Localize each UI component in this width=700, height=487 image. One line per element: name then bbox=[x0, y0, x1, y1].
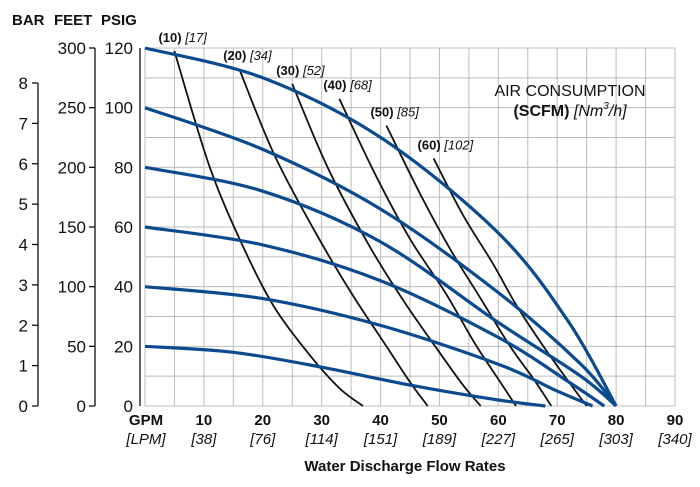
air-line-label-scfm: (40) bbox=[323, 78, 346, 93]
air-line-label: (60) [102] bbox=[418, 137, 474, 152]
x-tick-gpm: 20 bbox=[254, 412, 271, 429]
performance-curve bbox=[144, 285, 594, 408]
header-bar: BAR bbox=[12, 12, 45, 29]
air-line-label: (10) [17] bbox=[158, 30, 207, 45]
performance-curve bbox=[144, 106, 618, 408]
psig-tick-label: 80 bbox=[114, 158, 133, 177]
feet-tick-label: 250 bbox=[58, 99, 86, 118]
legend-line-2: (SCFM) [Nm3/h] bbox=[513, 101, 627, 120]
air-line-label-scfm: (10) bbox=[158, 30, 181, 45]
air-line-label: (50) [85] bbox=[370, 105, 419, 120]
performance-curve bbox=[144, 46, 618, 407]
bar-tick-label: 3 bbox=[19, 276, 28, 295]
air-line-label-nm3h: [68] bbox=[349, 78, 372, 93]
tick-labels: 0123456780501001502002503000204060801001… bbox=[19, 39, 693, 448]
legend-line-1: AIR CONSUMPTION bbox=[494, 83, 645, 100]
x-tick-lpm: [303] bbox=[598, 431, 633, 448]
legend-scfm: (SCFM) bbox=[513, 103, 569, 120]
air-line-label-scfm: (30) bbox=[276, 63, 299, 78]
x-tick-lpm: [227] bbox=[481, 431, 516, 448]
x-tick-lpm: [151] bbox=[363, 431, 398, 448]
legend: AIR CONSUMPTION (SCFM) [Nm3/h] bbox=[494, 83, 645, 120]
air-line-label-nm3h: [52] bbox=[302, 63, 325, 78]
x-axis-label: Water Discharge Flow Rates bbox=[304, 458, 505, 475]
x-tick-lpm: [38] bbox=[190, 431, 217, 448]
psig-tick-label: 20 bbox=[114, 337, 133, 356]
curves bbox=[144, 46, 618, 408]
x-tick-lpm: [114] bbox=[305, 431, 339, 448]
x-gpm-title: GPM bbox=[129, 412, 163, 429]
bar-tick-label: 0 bbox=[19, 397, 28, 416]
air-line-label: (40) [68] bbox=[323, 78, 372, 93]
header-psig: PSIG bbox=[101, 12, 137, 29]
air-line-label-nm3h: [85] bbox=[396, 105, 419, 120]
performance-curve bbox=[144, 225, 606, 408]
air-line-label-nm3h: [34] bbox=[249, 48, 272, 63]
psig-tick-label: 100 bbox=[105, 99, 133, 118]
performance-curve bbox=[144, 344, 546, 408]
grid-lines bbox=[144, 47, 676, 407]
air-consumption-labels: (10) [17] (20) [34] (30) [52](40) [68] (50)… bbox=[158, 30, 473, 152]
legend-nm-end: /h] bbox=[608, 103, 627, 120]
psig-tick-label: 120 bbox=[105, 39, 133, 58]
x-tick-lpm: [340] bbox=[657, 431, 692, 448]
x-tick-gpm: 80 bbox=[608, 412, 625, 429]
air-line-label-scfm: (20) bbox=[223, 48, 246, 63]
legend-sup: 3 bbox=[603, 101, 609, 112]
feet-tick-label: 50 bbox=[67, 337, 86, 356]
x-tick-gpm: 70 bbox=[549, 412, 566, 429]
psig-tick-label: 0 bbox=[124, 397, 133, 416]
x-tick-gpm: 90 bbox=[667, 412, 684, 429]
psig-tick-label: 60 bbox=[114, 218, 133, 237]
header-feet: FEET bbox=[54, 12, 92, 29]
bar-tick-label: 4 bbox=[19, 236, 28, 255]
bar-tick-label: 2 bbox=[19, 316, 28, 335]
feet-tick-label: 200 bbox=[58, 158, 86, 177]
legend-nm: [Nm bbox=[573, 103, 603, 120]
air-line-label: (20) [34] bbox=[223, 48, 272, 63]
axes bbox=[32, 47, 141, 407]
feet-tick-label: 300 bbox=[58, 39, 86, 58]
bar-tick-label: 1 bbox=[19, 357, 28, 376]
bar-tick-label: 7 bbox=[19, 114, 28, 133]
air-line-label-nm3h: [102] bbox=[443, 137, 473, 152]
air-consumption-line bbox=[291, 83, 482, 407]
air-line-label-scfm: (50) bbox=[370, 105, 393, 120]
air-line-label-nm3h: [17] bbox=[184, 30, 207, 45]
bar-tick-label: 5 bbox=[19, 195, 28, 214]
air-consumption-line bbox=[338, 98, 517, 407]
x-tick-gpm: 10 bbox=[196, 412, 213, 429]
feet-tick-label: 100 bbox=[58, 278, 86, 297]
air-line-label: (30) [52] bbox=[276, 63, 325, 78]
air-consumption-line bbox=[173, 50, 364, 407]
x-tick-lpm: [265] bbox=[540, 431, 575, 448]
bar-tick-label: 6 bbox=[19, 155, 28, 174]
air-line-label-scfm: (60) bbox=[418, 137, 441, 152]
x-lpm-title: [LPM] bbox=[125, 431, 166, 448]
x-tick-gpm: 50 bbox=[431, 412, 448, 429]
psig-tick-label: 40 bbox=[114, 278, 133, 297]
x-tick-gpm: 30 bbox=[313, 412, 330, 429]
x-tick-gpm: 60 bbox=[490, 412, 507, 429]
feet-tick-label: 150 bbox=[58, 218, 86, 237]
x-tick-lpm: [189] bbox=[422, 431, 457, 448]
x-tick-lpm: [76] bbox=[249, 431, 276, 448]
performance-curve bbox=[144, 165, 618, 408]
bar-tick-label: 8 bbox=[19, 74, 28, 93]
x-tick-gpm: 40 bbox=[372, 412, 389, 429]
feet-tick-label: 0 bbox=[77, 397, 86, 416]
